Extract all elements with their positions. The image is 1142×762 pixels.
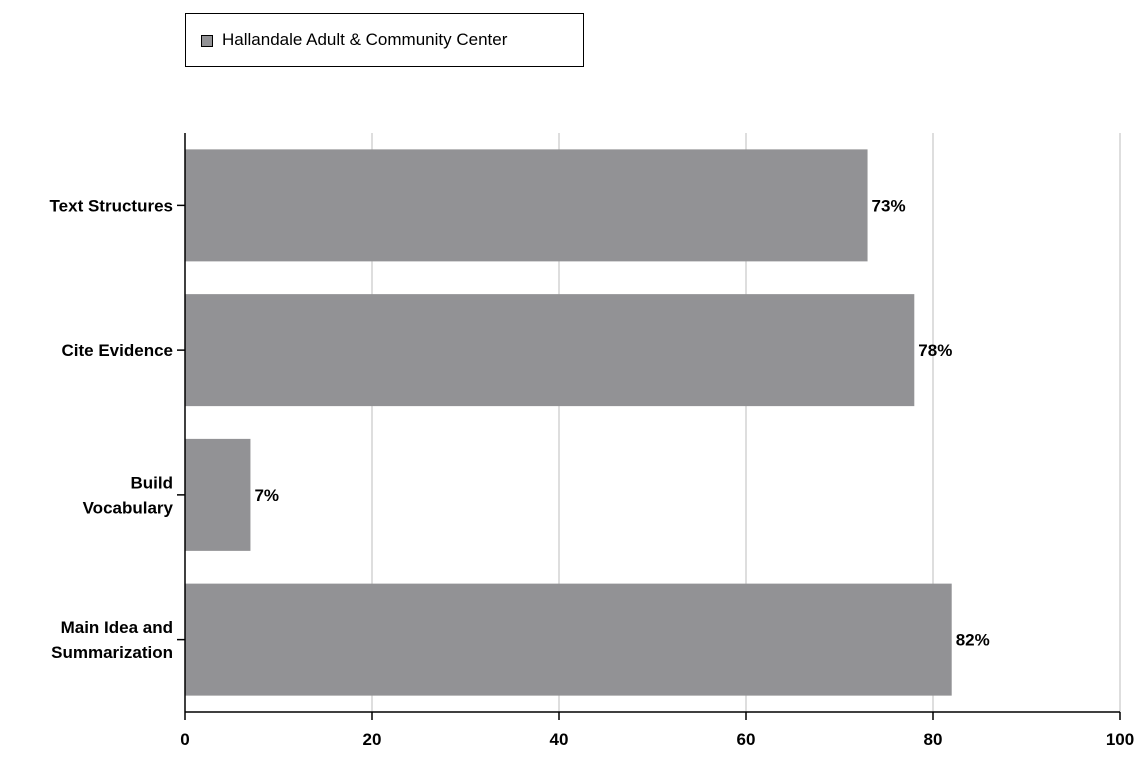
data-label-3: 82% — [956, 631, 990, 650]
data-label-1: 78% — [918, 341, 952, 360]
x-tick-label-1: 20 — [363, 730, 382, 749]
category-label-1: Cite Evidence — [62, 341, 174, 360]
category-label-0: Text Structures — [50, 196, 173, 215]
bar-0 — [185, 149, 868, 261]
x-tick-label-0: 0 — [180, 730, 189, 749]
x-tick-label-4: 80 — [924, 730, 943, 749]
category-label-2: Build Vocabulary — [83, 473, 174, 517]
bar-1 — [185, 294, 914, 406]
data-label-0: 73% — [872, 196, 906, 215]
bar-3 — [185, 584, 952, 696]
data-label-2: 7% — [254, 486, 279, 505]
bar-2 — [185, 439, 250, 551]
category-label-3: Main Idea and Summarization — [51, 618, 173, 662]
x-tick-label-2: 40 — [550, 730, 569, 749]
x-tick-label-3: 60 — [737, 730, 756, 749]
x-tick-label-5: 100 — [1106, 730, 1134, 749]
